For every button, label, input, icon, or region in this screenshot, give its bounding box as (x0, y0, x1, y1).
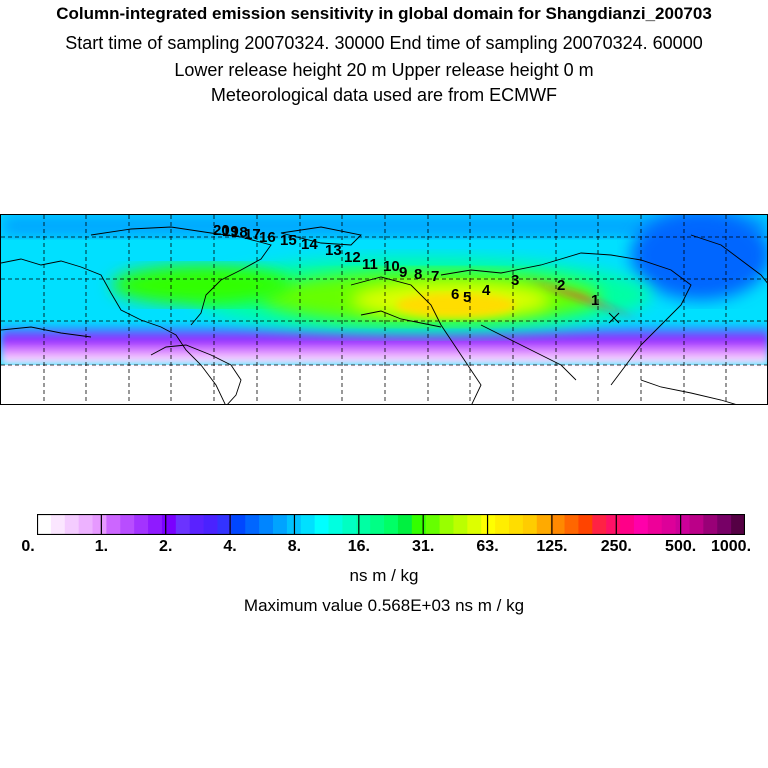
colorbar-cell (314, 514, 330, 535)
colorbar-cell (536, 514, 552, 535)
colorbar-cell (439, 514, 455, 535)
trajectory-label: 8 (414, 266, 422, 283)
meteo-source: Meteorological data used are from ECMWF (210, 85, 558, 105)
trajectory-label: 20 (213, 222, 230, 239)
colorbar-cell (189, 514, 205, 535)
colorbar-cell (522, 514, 538, 535)
colorbar-cell (606, 514, 621, 535)
trajectory-label: 2 (557, 277, 565, 294)
colorbar-cell (647, 514, 663, 535)
release-height: Lower release height 20 m Upper release … (174, 60, 594, 80)
colorbar-cell (217, 514, 232, 535)
colorbar-tick-label: 0. (21, 538, 35, 555)
colorbar-cell (134, 514, 149, 535)
colorbar-cell (50, 514, 66, 535)
colorbar-cell (592, 514, 607, 535)
trajectory-label: 12 (344, 249, 361, 266)
colorbar-cell (342, 514, 357, 535)
colorbar-cell (259, 514, 274, 535)
colorbar-cell (731, 514, 745, 535)
colorbar-cell (633, 514, 649, 535)
colorbar-cell (120, 514, 135, 535)
colorbar-cell (231, 514, 246, 535)
trajectory-label: 18 (231, 224, 248, 241)
trajectory-label: 7 (431, 268, 439, 285)
colorbar-cell (509, 514, 524, 535)
colorbar-cell (661, 514, 677, 535)
colorbar-cell (453, 514, 468, 535)
colorbar-cell (411, 514, 427, 535)
colorbar-cell (356, 514, 371, 535)
sensitivity-map: 1 2 3 4 5 6 7 8 9 10 11 12 13 14 15 16 1… (0, 214, 768, 405)
receptor-marker (608, 312, 620, 324)
colorbar-cell (245, 514, 260, 535)
colorbar-tick-label: 8. (287, 538, 302, 555)
colorbar-cell (717, 514, 732, 535)
colorbar-cell (495, 514, 510, 535)
colorbar (37, 514, 745, 535)
colorbar-cell (300, 514, 316, 535)
trajectory-label: 14 (301, 236, 318, 253)
colorbar-cell (397, 514, 413, 535)
trajectory-label: 16 (259, 229, 276, 246)
colorbar-ticks: 0. 1. 2. 4. 8. 16. 31. 63. 125. 250. 500. 1000. (0, 538, 768, 560)
colorbar-cell (328, 514, 344, 535)
trajectory-labels: 1 2 3 4 5 6 7 8 9 10 11 12 13 14 15 16 1… (213, 222, 599, 309)
colorbar-cell (425, 514, 441, 535)
trajectory-label: 15 (280, 232, 297, 249)
colorbar-tick-label: 125. (536, 538, 568, 555)
trajectory-label: 1 (591, 292, 599, 309)
colorbar-cell (689, 514, 704, 535)
maximum-value: Maximum value 0.568E+03 ns m / kg (243, 596, 525, 615)
colorbar-unit: ns m / kg (349, 566, 419, 585)
colorbar-cell (481, 514, 496, 535)
colorbar-cell (78, 514, 94, 535)
colorbar-cell (467, 514, 482, 535)
colorbar-cell (564, 514, 580, 535)
colorbar-tick-label: 16. (347, 538, 370, 555)
colorbar-cell (620, 514, 635, 535)
trajectory-label: 10 (383, 258, 400, 275)
colorbar-cell (273, 514, 288, 535)
colorbar-tick-label: 1000. (710, 538, 752, 555)
colorbar-cell (203, 514, 219, 535)
trajectory-label: 19 (222, 223, 239, 240)
colorbar-cell (92, 514, 108, 535)
trajectory-label: 9 (399, 264, 407, 281)
colorbar-cell (384, 514, 399, 535)
trajectory-label: 11 (362, 256, 378, 273)
colorbar-cell (578, 514, 593, 535)
trajectory-label: 5 (463, 289, 471, 306)
colorbar-cell (64, 514, 80, 535)
colorbar-cell (161, 514, 177, 535)
colorbar-cell (148, 514, 163, 535)
colorbar-cell (550, 514, 566, 535)
colorbar-tick-label: 250. (600, 538, 632, 555)
colorbar-tick-label: 1. (94, 538, 109, 555)
colorbar-tick-label: 4. (223, 538, 237, 555)
colorbar-cell (370, 514, 385, 535)
sampling-time: Start time of sampling 20070324. 30000 E… (65, 33, 703, 53)
map-title: Column-integrated emission sensitivity i… (56, 4, 712, 23)
colorbar-cell (175, 514, 191, 535)
colorbar-tick-label: 63. (476, 538, 499, 555)
colorbar-tick-label: 2. (159, 538, 173, 555)
trajectory-label: 17 (244, 226, 261, 243)
trajectory-label: 4 (482, 282, 491, 299)
colorbar-cell (37, 514, 52, 535)
lat-lon-grid (1, 215, 767, 404)
colorbar-tick-label: 500. (665, 538, 697, 555)
trajectory-label: 3 (511, 272, 519, 289)
colorbar-tick-label: 31. (412, 538, 435, 555)
sensitivity-field (1, 215, 767, 404)
trajectory-label: 13 (325, 242, 342, 259)
colorbar-cell (106, 514, 121, 535)
trajectory-label: 6 (451, 286, 459, 303)
colorbar-cell (675, 514, 691, 535)
colorbar-cell (703, 514, 718, 535)
coastlines (1, 226, 767, 404)
